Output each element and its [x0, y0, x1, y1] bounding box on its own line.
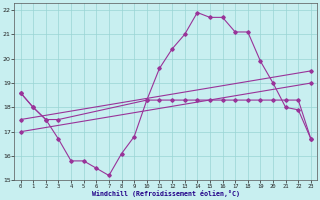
X-axis label: Windchill (Refroidissement éolien,°C): Windchill (Refroidissement éolien,°C) — [92, 190, 240, 197]
